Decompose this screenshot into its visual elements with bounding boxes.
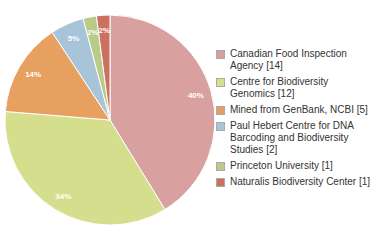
svg-text:14%: 14% [25,70,41,79]
html-text:Naturalis Biodiversity Center: Naturalis Biodiversity Center [1] [230,176,371,187]
svg-text:5%: 5% [68,34,80,43]
svg-text:40%: 40% [188,91,204,100]
svg-text:2%: 2% [87,28,99,37]
html-text:Centre for Biodiversity Genomi: Centre for Biodiversity Genomics [12] [230,76,329,99]
html-text:Mined from GenBank, NCBI [5]: Mined from GenBank, NCBI [5] [230,104,368,115]
svg-text:2%: 2% [98,26,110,35]
html-text:Princeton University [1]: Princeton University [1] [230,160,333,171]
html-text:Canadian Food Inspection Agenc: Canadian Food Inspection Agency [14] [230,48,347,71]
html-text:Paul Hebert Centre for DNA Bar: Paul Hebert Centre for DNA Barcoding and… [230,120,354,155]
svg-text:34%: 34% [55,192,71,201]
